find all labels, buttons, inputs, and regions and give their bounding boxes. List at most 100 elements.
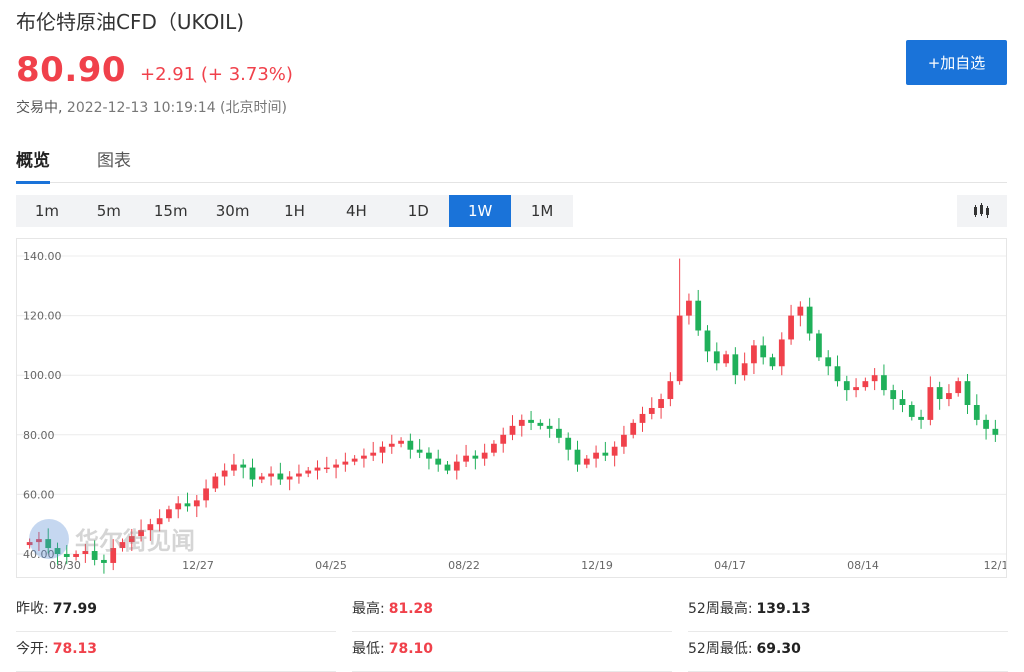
- period-1h[interactable]: 1H: [284, 202, 305, 220]
- candle-body: [147, 524, 154, 531]
- stat-label: 今开:: [16, 641, 49, 657]
- candle-body: [964, 381, 971, 405]
- candle-body: [518, 419, 525, 426]
- candle-body: [723, 354, 729, 364]
- stat-value: 77.99: [52, 601, 98, 617]
- candle-body: [444, 464, 451, 471]
- stat-prev-close: 昨收: 77.99: [16, 598, 336, 632]
- candle-body: [955, 381, 962, 394]
- candle-body: [379, 446, 386, 453]
- x-tick-label: 08/14: [847, 559, 879, 572]
- candle-body: [184, 503, 191, 507]
- candle-body: [899, 399, 906, 405]
- last-price: 80.90: [16, 50, 127, 90]
- candle-body: [546, 425, 553, 429]
- candle-body: [138, 530, 144, 537]
- stat-label: 最高:: [352, 601, 385, 617]
- candle-body: [221, 470, 228, 477]
- y-tick-label: 120.00: [23, 310, 62, 323]
- period-1m[interactable]: 1m: [34, 202, 60, 220]
- candle-body: [203, 488, 209, 501]
- stat-52w-low: 52周最低: 69.30: [688, 638, 1008, 672]
- tab-overview[interactable]: 概览: [16, 146, 50, 184]
- stats-row: 昨收: 77.99 最高: 81.28 52周最高: 139.13: [16, 590, 1024, 632]
- x-tick-label: 12/1: [984, 559, 1007, 572]
- candle-body: [277, 473, 284, 480]
- candle-body: [82, 551, 89, 554]
- timestamp: 2022-12-13 10:19:14 (北京时间): [66, 100, 287, 116]
- candle-body: [778, 339, 785, 367]
- candle-body: [240, 464, 247, 468]
- add-watchlist-button[interactable]: +加自选: [906, 40, 1007, 85]
- candle-body: [314, 467, 321, 471]
- candle-body: [36, 539, 42, 543]
- stat-high: 最高: 81.28: [352, 598, 672, 632]
- stat-value: 139.13: [756, 601, 811, 617]
- candle-body: [565, 437, 572, 450]
- x-tick-label: 12/19: [581, 559, 613, 572]
- tab-bar: 概览 图表: [16, 146, 1007, 184]
- candle-body: [667, 381, 674, 400]
- period-1mo[interactable]: 1M: [530, 202, 554, 220]
- candle-body: [351, 458, 358, 462]
- candle-body: [166, 509, 172, 519]
- candle-body: [101, 559, 107, 563]
- x-tick-label: 04/17: [714, 559, 746, 572]
- candle-body: [825, 357, 832, 367]
- stat-low: 最低: 78.10: [352, 638, 672, 672]
- candle-body: [212, 476, 219, 489]
- candle-body: [296, 473, 302, 477]
- candle-body: [481, 452, 488, 459]
- candle-body: [658, 399, 664, 408]
- x-tick-label: 12/27: [182, 559, 214, 572]
- candle-body: [119, 542, 126, 549]
- stat-label: 52周最高:: [688, 601, 753, 617]
- candle-body: [388, 443, 395, 447]
- period-5m[interactable]: 5m: [96, 202, 121, 220]
- candle-body: [871, 375, 878, 382]
- tab-chart[interactable]: 图表: [97, 151, 131, 171]
- candle-body: [537, 422, 544, 426]
- period-4h[interactable]: 4H: [345, 202, 367, 220]
- instrument-title: 布伦特原油CFD（UKOIL): [16, 10, 245, 34]
- candle-body: [463, 455, 469, 462]
- stat-value: 78.13: [52, 641, 98, 657]
- candle-body: [398, 440, 404, 444]
- candle-body: [574, 449, 581, 465]
- stats-row: 今开: 78.13 最低: 78.10 52周最低: 69.30: [16, 630, 1024, 672]
- candle-body: [110, 548, 117, 563]
- chart-type-button[interactable]: [957, 195, 1007, 227]
- candle-body: [54, 548, 61, 554]
- stat-label: 最低:: [352, 641, 385, 657]
- candle-body: [686, 300, 692, 316]
- candlestick-bars-icon: [974, 203, 989, 218]
- candle-body: [333, 464, 339, 468]
- candle-body: [416, 449, 423, 453]
- candle-body: [788, 315, 794, 340]
- x-tick-label: 04/25: [315, 559, 347, 572]
- period-30m[interactable]: 30m: [215, 202, 250, 220]
- candle-body: [881, 375, 887, 391]
- candle-body: [639, 413, 646, 423]
- candle-body: [713, 351, 720, 364]
- period-1d[interactable]: 1D: [407, 202, 429, 220]
- stat-52w-high: 52周最高: 139.13: [688, 598, 1008, 632]
- candle-body: [704, 330, 711, 352]
- candle-body: [370, 452, 377, 456]
- candle-body: [983, 419, 989, 429]
- stat-value: 78.10: [388, 641, 434, 657]
- candle-body: [407, 440, 414, 450]
- candle-body: [797, 306, 804, 316]
- candle-body: [834, 366, 841, 382]
- stat-value: 69.30: [756, 641, 801, 657]
- candle-body: [602, 452, 609, 456]
- candle-body: [621, 434, 627, 447]
- candle-body: [258, 476, 265, 480]
- x-tick-label: 08/22: [448, 559, 480, 572]
- period-1w[interactable]: 1W: [449, 195, 512, 227]
- candle-body: [816, 333, 822, 358]
- candle-body: [741, 363, 748, 376]
- period-15m[interactable]: 15m: [153, 202, 188, 220]
